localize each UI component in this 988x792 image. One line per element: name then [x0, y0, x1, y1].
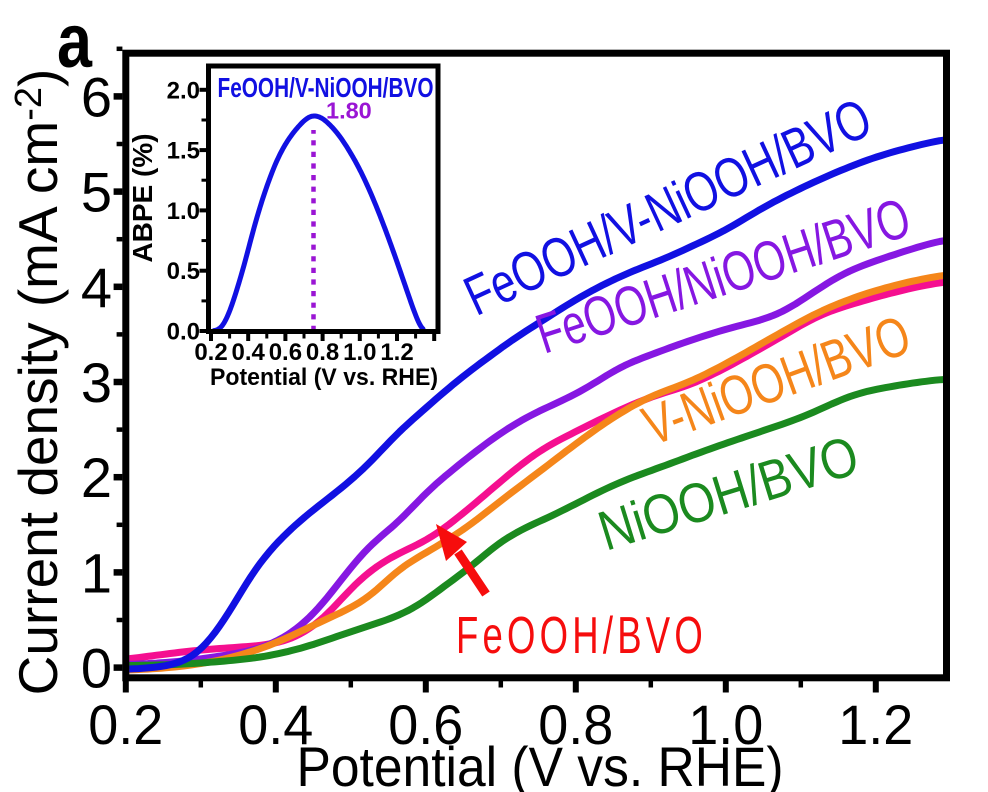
svg-text:0.4: 0.4 — [238, 693, 313, 756]
svg-text:5: 5 — [81, 161, 112, 224]
svg-text:FeOOH/BVO: FeOOH/BVO — [456, 607, 707, 665]
svg-text:4: 4 — [81, 256, 112, 319]
svg-text:0.0: 0.0 — [167, 319, 200, 346]
svg-text:a: a — [57, 0, 93, 84]
svg-text:1.80: 1.80 — [326, 98, 372, 124]
svg-text:0.8: 0.8 — [306, 339, 339, 366]
svg-text:1.2: 1.2 — [380, 339, 413, 366]
svg-text:2.0: 2.0 — [167, 77, 200, 104]
svg-text:Potential (V vs. RHE): Potential (V vs. RHE) — [210, 364, 438, 391]
svg-text:0.6: 0.6 — [269, 339, 302, 366]
svg-text:1.5: 1.5 — [167, 138, 200, 165]
svg-text:2: 2 — [81, 446, 112, 509]
svg-text:0: 0 — [81, 637, 112, 700]
svg-text:Potential (V vs. RHE): Potential (V vs. RHE) — [297, 735, 784, 792]
svg-text:3: 3 — [81, 351, 112, 414]
svg-text:0.2: 0.2 — [194, 339, 227, 366]
svg-text:6: 6 — [81, 65, 112, 128]
svg-text:FeOOH/V-NiOOH/BVO: FeOOH/V-NiOOH/BVO — [218, 72, 434, 103]
svg-text:ABPE (%): ABPE (%) — [127, 133, 158, 262]
svg-text:0.4: 0.4 — [232, 339, 266, 366]
svg-text:1.2: 1.2 — [838, 693, 913, 756]
svg-text:0.8: 0.8 — [538, 693, 613, 756]
svg-text:0.5: 0.5 — [167, 258, 200, 285]
svg-text:0.2: 0.2 — [88, 693, 163, 756]
svg-text:1.0: 1.0 — [343, 339, 376, 366]
svg-text:1: 1 — [81, 541, 112, 604]
svg-text:0.6: 0.6 — [388, 693, 463, 756]
svg-text:1.0: 1.0 — [167, 198, 200, 225]
svg-text:1.0: 1.0 — [688, 693, 763, 756]
svg-text:Current density (mA cm-2): Current density (mA cm-2) — [7, 69, 69, 696]
